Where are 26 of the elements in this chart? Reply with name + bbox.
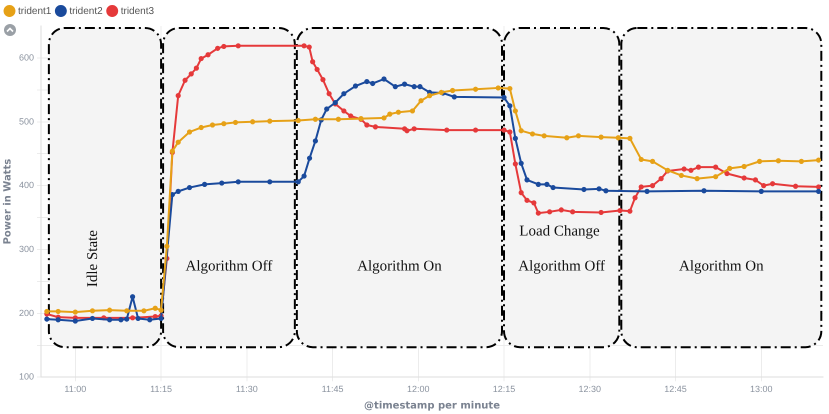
legend-label: trident3 [120, 6, 154, 17]
x-tick-label: 11:00 [64, 384, 86, 394]
x-axis-title: @timestamp per minute [364, 400, 500, 412]
legend-label: trident1 [18, 6, 52, 17]
x-tick-label: 11:30 [236, 384, 258, 394]
band-label: Algorithm Off [518, 258, 606, 275]
x-tick-label: 12:30 [578, 384, 602, 394]
y-axis-title: Power in Watts [2, 158, 14, 244]
annotation: Load Change [519, 223, 600, 240]
x-tick-label: 13:00 [750, 384, 773, 394]
band-label: Algorithm Off [186, 258, 272, 275]
y-tick-label: 600 [18, 52, 34, 62]
y-tick-label: 300 [18, 244, 34, 254]
y-tick-label: 200 [18, 308, 34, 318]
legend-label: trident2 [69, 6, 104, 17]
x-tick-label: 11:15 [150, 384, 172, 394]
x-tick-label: 12:15 [492, 384, 516, 394]
band-label: Algorithm On [679, 258, 764, 275]
band-label: Algorithm On [357, 258, 442, 275]
x-tick-label: 11:45 [322, 384, 344, 394]
y-tick-label: 400 [18, 180, 34, 190]
x-tick-label: 12:45 [664, 384, 687, 394]
x-tick-label: 12:00 [407, 384, 430, 394]
band-label: Idle State [84, 230, 101, 288]
y-tick-label: 100 [18, 372, 34, 382]
y-tick-label: 500 [18, 116, 34, 126]
